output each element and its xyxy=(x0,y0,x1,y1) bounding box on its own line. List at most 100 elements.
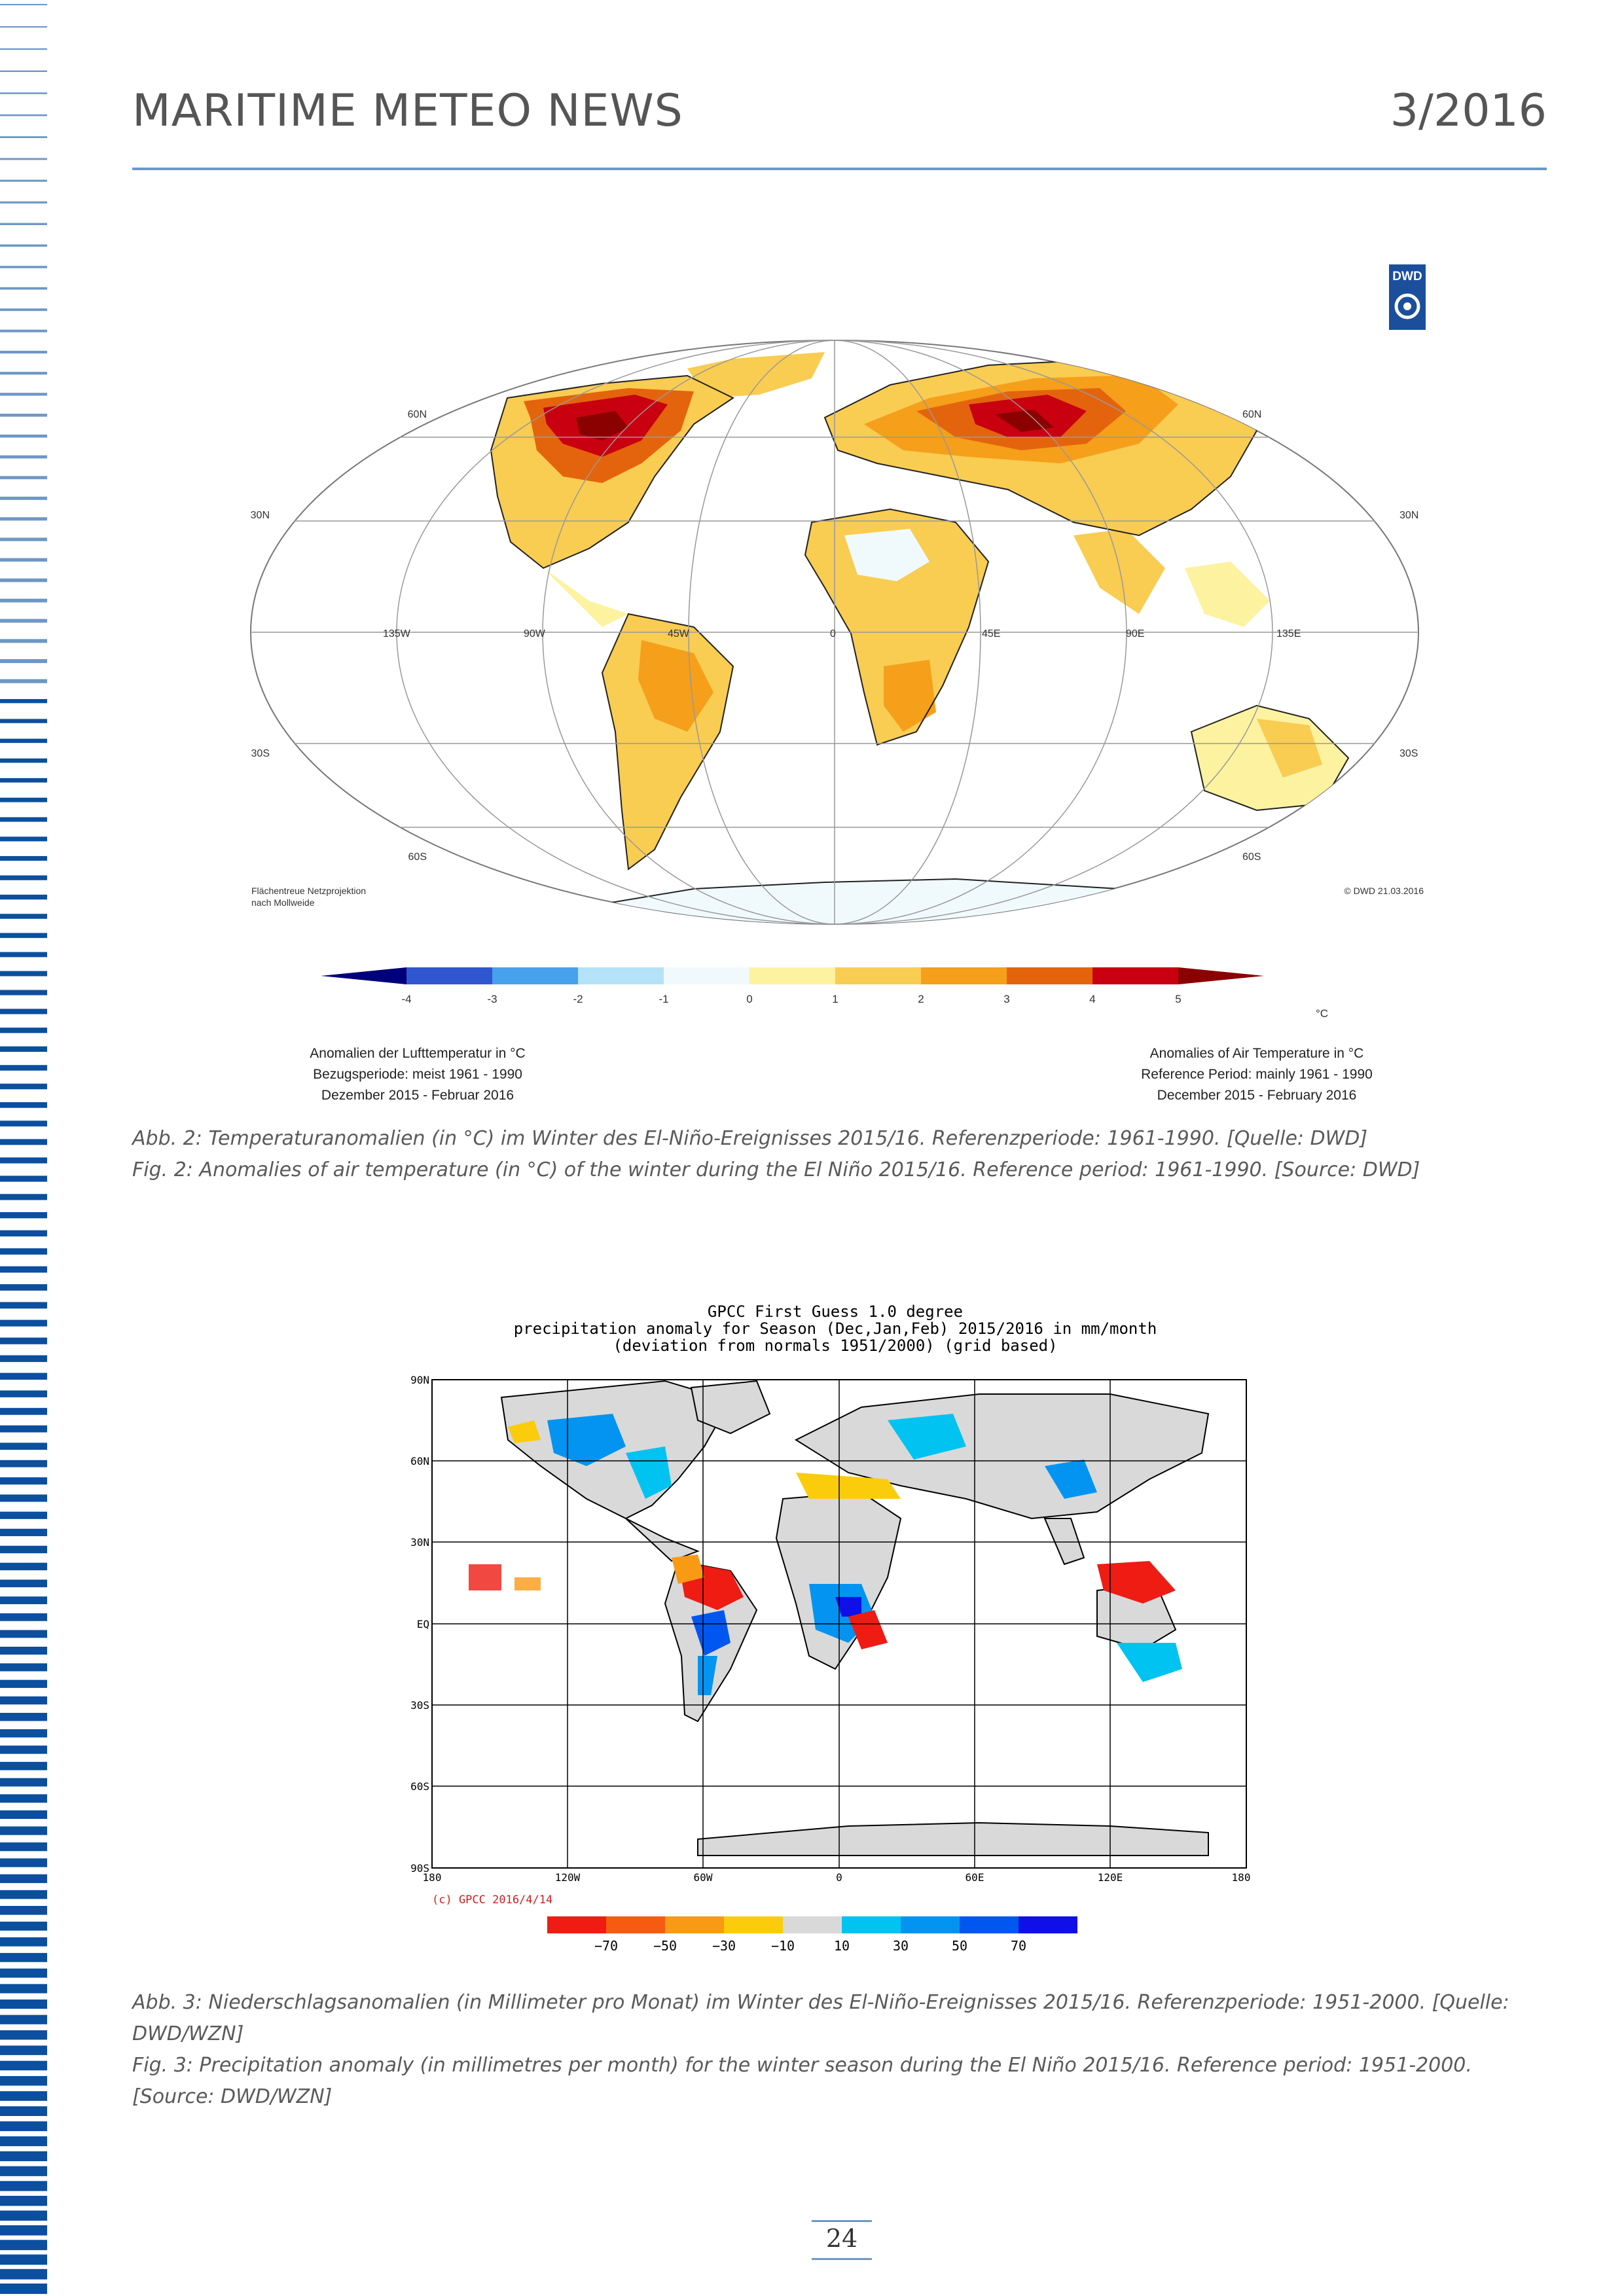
precip-scale-tick-label: −10 xyxy=(771,1938,795,1950)
map-copyright: © DWD 21.03.2016 xyxy=(1344,886,1424,896)
stripe-75 xyxy=(0,1477,47,1485)
precipitation-color-scale: −70 −50 −30 −10 10 30 50 70 xyxy=(547,1916,1077,1950)
publication-title: MARITIME METEO NEWS xyxy=(132,85,683,137)
stripe-51 xyxy=(0,1046,47,1052)
scale-tick-label: -3 xyxy=(487,993,497,1005)
scale-tick-label: 1 xyxy=(832,993,838,1005)
scale-tick-label: 3 xyxy=(1003,993,1009,1005)
lon-label-120e: 120E xyxy=(1098,1871,1123,1884)
lat-label-30s-right: 30S xyxy=(1399,748,1418,759)
lon-label-60e: 60E xyxy=(965,1871,984,1884)
stripe-39 xyxy=(0,817,47,822)
lat-label-30n-right: 30N xyxy=(1399,510,1418,521)
stripe-92 xyxy=(0,1761,47,1770)
lon-label-45e: 45E xyxy=(982,628,1000,639)
stripe-7 xyxy=(0,158,47,160)
stripe-20 xyxy=(0,434,47,438)
precip-scale-swatch-4 xyxy=(783,1916,842,1933)
scale-tick-label: 0 xyxy=(746,993,752,1005)
stripe-104 xyxy=(0,1952,47,1962)
stripe-76 xyxy=(0,1494,47,1502)
lat-label-60s-right: 60S xyxy=(1242,852,1261,863)
lon-label-135w: 135W xyxy=(383,628,411,639)
lat-label-60n: 60N xyxy=(410,1455,429,1467)
map-grid xyxy=(432,1380,1246,1868)
precip-scale-tick-label: −70 xyxy=(594,1938,618,1950)
stripe-44 xyxy=(0,914,47,919)
temperature-anomaly-map-figure: DWD xyxy=(250,264,1426,1103)
stripe-43 xyxy=(0,894,47,900)
stripe-97 xyxy=(0,1842,47,1852)
equirectangular-map: 90N 60N 30N EQ 30S 60S 90S 180 120W 60W … xyxy=(410,1374,1250,1884)
stripe-30 xyxy=(0,639,47,643)
scale-swatch-6 xyxy=(835,967,921,984)
precip-scale-swatch-7 xyxy=(960,1916,1019,1933)
stripe-118 xyxy=(0,2166,47,2176)
stripe-54 xyxy=(0,1102,47,1108)
stripe-12 xyxy=(0,266,47,268)
stripe-102 xyxy=(0,1922,47,1931)
stripe-115 xyxy=(0,2121,47,2132)
lat-label-30s: 30S xyxy=(410,1699,429,1712)
precip-scale-tick-label: −50 xyxy=(653,1938,677,1950)
stripe-100 xyxy=(0,1890,47,1899)
lat-label-30n-left: 30N xyxy=(251,510,270,521)
lon-label-90w: 90W xyxy=(524,628,546,639)
stripe-16 xyxy=(0,350,47,354)
graticule xyxy=(251,340,1418,925)
lat-label-90n: 90N xyxy=(410,1374,429,1386)
issue-number: 3/2016 xyxy=(1390,85,1547,137)
stripe-11 xyxy=(0,244,47,247)
figure-2-caption: Abb. 2: Temperaturanomalien (in °C) im W… xyxy=(132,1123,1546,1186)
scale-arrow-left xyxy=(321,967,406,984)
scale-tick-label: -4 xyxy=(401,993,411,1005)
precip-scale-swatch-1 xyxy=(606,1916,665,1933)
stripe-89 xyxy=(0,1713,47,1721)
stripe-85 xyxy=(0,1646,47,1655)
stripe-71 xyxy=(0,1408,47,1415)
stripe-86 xyxy=(0,1663,47,1672)
stripe-79 xyxy=(0,1545,47,1554)
stripe-40 xyxy=(0,836,47,842)
precip-scale-tick-label: 10 xyxy=(834,1938,850,1950)
header-divider xyxy=(132,168,1547,170)
stripe-78 xyxy=(0,1528,47,1537)
stripe-56 xyxy=(0,1139,47,1145)
precip-scale-swatch-6 xyxy=(901,1916,960,1933)
precip-scale-tick-label: 30 xyxy=(893,1938,909,1950)
scale-swatch-9 xyxy=(1092,967,1178,984)
stripe-103 xyxy=(0,1937,47,1946)
lat-label-30s-left: 30S xyxy=(251,748,270,759)
lon-label-60w: 60W xyxy=(694,1871,713,1884)
dwd-logo: DWD xyxy=(1389,264,1426,330)
stripe-57 xyxy=(0,1157,47,1164)
stripe-88 xyxy=(0,1696,47,1705)
stripe-112 xyxy=(0,2075,47,2086)
stripe-77 xyxy=(0,1511,47,1519)
stripe-106 xyxy=(0,1984,47,1994)
stripe-52 xyxy=(0,1065,47,1071)
lon-label-135e: 135E xyxy=(1276,628,1301,639)
scale-tick-label: -2 xyxy=(573,993,583,1005)
stripe-59 xyxy=(0,1194,47,1200)
stripe-96 xyxy=(0,1826,47,1835)
stripe-70 xyxy=(0,1390,47,1397)
stripe-73 xyxy=(0,1443,47,1450)
stripe-23 xyxy=(0,496,47,500)
stripe-95 xyxy=(0,1810,47,1820)
gpcc-title-line2: precipitation anomaly for Season (Dec,Ja… xyxy=(514,1319,1157,1338)
stripe-27 xyxy=(0,578,47,583)
scale-unit: °C xyxy=(1316,1007,1328,1020)
stripe-9 xyxy=(0,201,47,204)
lon-label-45w: 45W xyxy=(668,628,690,639)
page-number: 24 xyxy=(825,2224,858,2253)
temperature-color-scale: -4 -3 -2 -1 0 1 2 3 4 5 xyxy=(321,967,1264,1005)
legend-en-line2: Reference Period: mainly 1961 - 1990 xyxy=(1141,1067,1373,1082)
stripe-82 xyxy=(0,1596,47,1604)
stripe-81 xyxy=(0,1579,47,1588)
stripe-72 xyxy=(0,1425,47,1433)
stripe-21 xyxy=(0,455,47,459)
gpcc-title-line3: (deviation from normals 1951/2000) (grid… xyxy=(613,1336,1057,1355)
caption-2-english: Fig. 2: Anomalies of air temperature (in… xyxy=(132,1158,1420,1181)
stripe-46 xyxy=(0,952,47,958)
